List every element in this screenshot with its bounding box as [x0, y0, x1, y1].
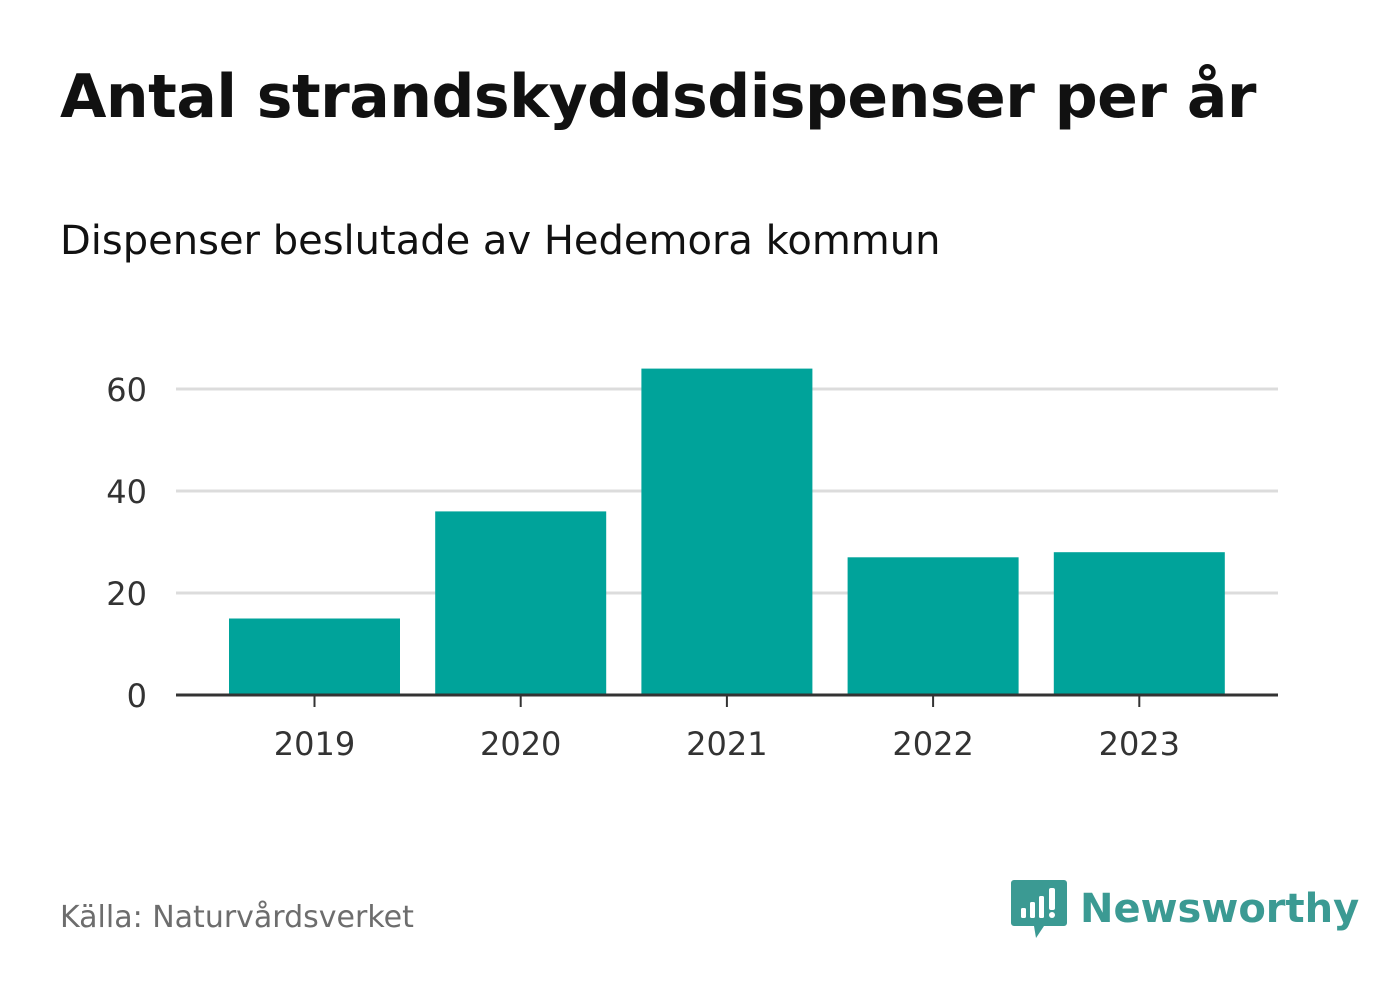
chart-title: Antal strandskyddsdispenser per år [60, 62, 1256, 132]
x-tick-label: 2019 [274, 725, 355, 763]
bar-2019 [229, 618, 400, 695]
brand-name: Newsworthy [1080, 886, 1360, 932]
y-tick-label: 40 [106, 473, 147, 511]
bar-2021 [641, 368, 813, 695]
bar-2023 [1053, 552, 1225, 695]
y-tick-label: 0 [127, 677, 147, 715]
y-tick-label: 60 [106, 371, 147, 409]
x-tick-label: 2022 [892, 725, 973, 763]
source-note: Källa: Naturvårdsverket [60, 900, 414, 935]
y-tick-label: 20 [106, 575, 147, 613]
newsworthy-logo-icon [1011, 880, 1067, 938]
bar-2022 [847, 557, 1019, 695]
x-tick-label: 2021 [686, 725, 767, 763]
bar-2020 [435, 511, 607, 695]
brand-logo: Newsworthy [1010, 878, 1359, 940]
chart-subtitle: Dispenser beslutade av Hedemora kommun [60, 218, 941, 264]
x-tick-label: 2023 [1099, 725, 1180, 763]
x-tick-label: 2020 [480, 725, 561, 763]
